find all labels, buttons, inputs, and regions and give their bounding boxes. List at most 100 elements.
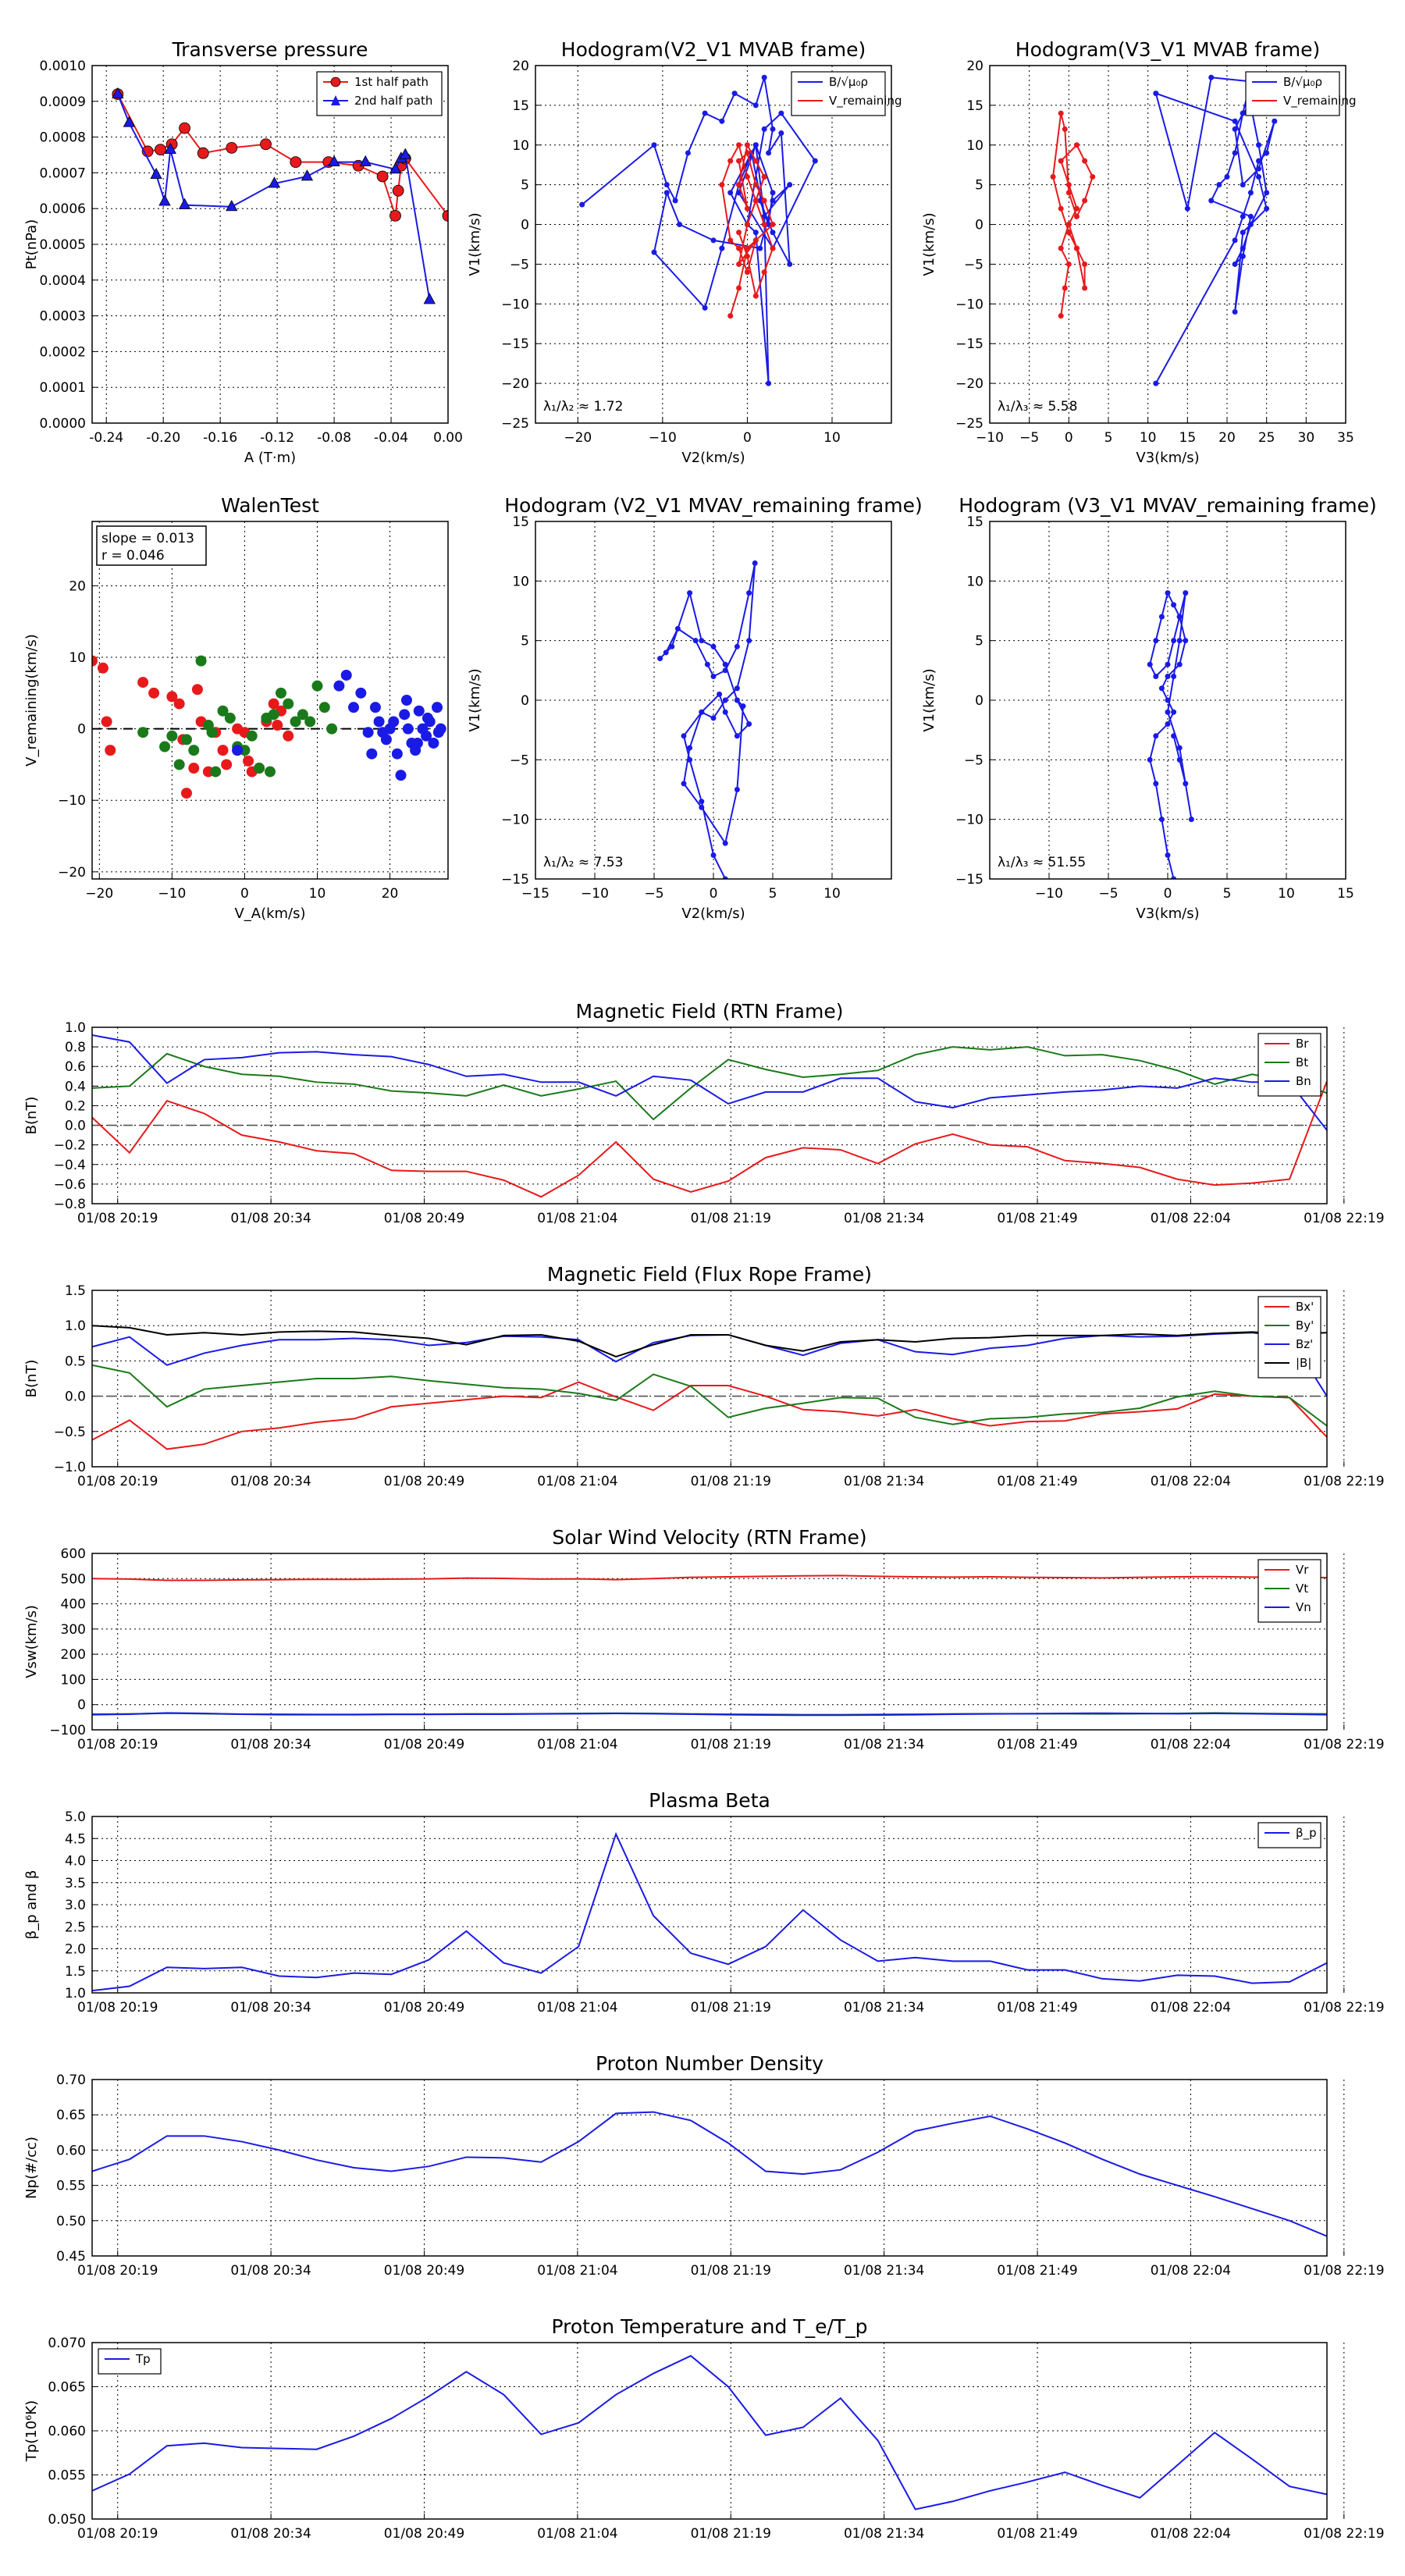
chart-title: Plasma Beta	[649, 1789, 770, 1812]
x-tick-label: 01/08 22:19	[1304, 1474, 1384, 1489]
data-point	[744, 222, 750, 228]
data-point	[1082, 285, 1088, 291]
y-tick-label: −5	[510, 257, 529, 272]
data-point	[137, 727, 149, 738]
data-point	[197, 147, 209, 159]
x-tick-label: 01/08 20:34	[230, 1211, 311, 1226]
data-point	[702, 304, 708, 311]
y-tick-label: 10	[966, 574, 984, 589]
y-tick-label: 1.5	[65, 1283, 86, 1299]
data-point	[744, 269, 750, 276]
data-point	[699, 638, 705, 644]
x-tick-label: 01/08 22:04	[1151, 2526, 1231, 2542]
y-axis-label: V1(km/s)	[921, 668, 937, 731]
series-2ndhalfpath	[112, 87, 436, 304]
data-point	[1183, 638, 1189, 644]
series-tp	[92, 2354, 1327, 2510]
data-point	[1158, 685, 1165, 692]
data-point	[158, 194, 171, 206]
data-point	[297, 709, 308, 720]
y-axis-label: V1(km/s)	[467, 212, 483, 276]
y-tick-label: 0.4	[65, 1079, 86, 1094]
x-tick-label: 01/08 22:04	[1151, 2263, 1231, 2279]
data-point	[1153, 781, 1159, 787]
y-tick-label: 0.0009	[40, 94, 86, 110]
legend-frame	[1245, 71, 1340, 116]
data-point	[736, 158, 742, 164]
data-point	[173, 759, 185, 770]
data-point	[1176, 745, 1183, 751]
data-point	[260, 138, 272, 151]
series-line	[659, 563, 756, 879]
y-tick-label: 0.2	[65, 1098, 86, 1114]
data-point	[740, 703, 746, 710]
y-tick-label: 4.0	[65, 1854, 86, 1870]
x-tick-label: 01/08 21:34	[844, 1474, 924, 1489]
series-by	[92, 1364, 1327, 1427]
data-point	[1165, 709, 1171, 715]
data-point	[752, 102, 759, 109]
x-tick-label: −10	[976, 430, 1004, 446]
data-point	[761, 213, 767, 219]
data-point	[1171, 673, 1177, 679]
data-point	[243, 755, 254, 767]
series-line	[92, 1574, 1327, 1582]
data-point	[173, 698, 185, 710]
data-point	[283, 730, 294, 742]
data-point	[736, 142, 742, 148]
data-point	[359, 155, 372, 167]
data-point	[137, 677, 149, 688]
data-point	[710, 715, 717, 721]
series-bx	[92, 1381, 1327, 1450]
y-tick-label: 0	[975, 218, 984, 233]
chart-title: Solar Wind Velocity (RTN Frame)	[552, 1526, 866, 1549]
data-point	[1158, 817, 1165, 823]
y-tick-label: 600	[61, 1546, 86, 1562]
legend-label: Tp	[135, 2352, 151, 2366]
data-point	[778, 110, 784, 116]
data-point	[1247, 222, 1254, 228]
data-point	[411, 737, 423, 749]
y-tick-label: −20	[501, 376, 529, 392]
data-point	[787, 261, 793, 267]
series-line	[92, 1712, 1327, 1717]
axes-frame	[989, 65, 1346, 424]
data-point	[770, 197, 776, 204]
axes-frame	[91, 2079, 1328, 2257]
data-point	[221, 759, 233, 770]
legend-label: V_remaining	[829, 94, 902, 109]
grid-lines	[92, 65, 449, 424]
legend: β_p	[1257, 1822, 1321, 1848]
chart-title: Hodogram(V3_V1 MVAB frame)	[1016, 38, 1320, 61]
series-s1	[137, 655, 338, 777]
plot-area	[92, 1574, 1327, 1717]
y-tick-label: 10	[512, 138, 529, 154]
data-point	[752, 182, 759, 188]
series-line	[92, 1034, 1327, 1131]
data-point	[1176, 614, 1183, 620]
data-point	[1153, 91, 1159, 97]
data-point	[1171, 876, 1177, 879]
data-point	[1158, 614, 1165, 620]
data-point	[1165, 590, 1171, 596]
y-axis-label: V1(km/s)	[921, 212, 937, 276]
stats-box: slope = 0.013 r = 0.046	[96, 525, 207, 566]
data-point	[1065, 182, 1072, 188]
data-point	[366, 748, 378, 760]
data-point	[770, 222, 776, 228]
x-tick-label: 01/08 22:04	[1151, 1211, 1231, 1226]
x-tick-label: −10	[158, 886, 186, 902]
legend-label: B/√μ₀ρ	[829, 75, 868, 89]
axes-frame	[91, 1816, 1328, 1994]
data-point	[1165, 721, 1171, 728]
data-point	[428, 737, 439, 749]
data-point	[1264, 150, 1270, 156]
y-tick-label: −15	[955, 872, 984, 888]
y-tick-label: 15	[966, 98, 984, 114]
legend-frame	[791, 71, 886, 116]
ratio-annotation: λ₁/λ₃ ≈ 5.58	[998, 399, 1077, 415]
data-point	[757, 245, 763, 251]
chart-density: 01/08 20:19 01/08 20:34 01/08 20:49 01/08 2…	[23, 2052, 1385, 2279]
y-tick-label: 0.0007	[40, 165, 86, 181]
x-tick-label: 01/08 20:19	[77, 1211, 158, 1226]
